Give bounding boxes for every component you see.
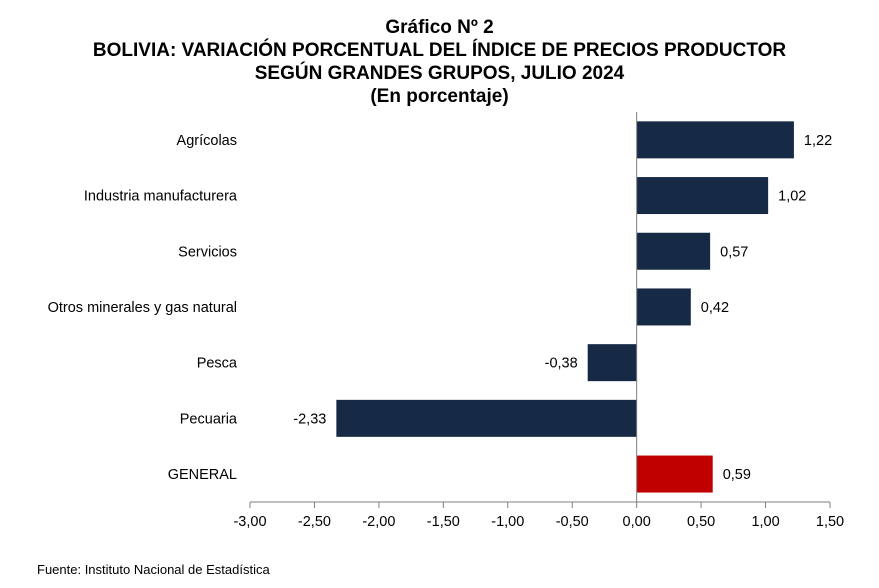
bar-1	[636, 177, 769, 215]
bar-2	[636, 232, 711, 270]
data-label-0: 1,22	[804, 133, 832, 149]
data-label-6: 0,59	[723, 467, 751, 483]
category-label-1: Industria manufacturera	[84, 189, 238, 205]
data-label-1: 1,02	[778, 189, 806, 205]
x-tick-label-5: -0,50	[556, 514, 589, 530]
chart-title: Gráfico Nº 2	[385, 17, 494, 38]
category-label-3: Otros minerales y gas natural	[48, 300, 237, 316]
bar-6	[636, 455, 713, 493]
bar-0	[636, 121, 794, 159]
x-tick-label-2: -2,00	[362, 514, 395, 530]
title-block: Gráfico Nº 2 BOLIVIA: VARIACIÓN PORCENTU…	[0, 16, 879, 108]
category-label-2: Servicios	[178, 244, 237, 260]
bar-4	[587, 344, 637, 382]
x-tick-label-8: 1,00	[751, 514, 779, 530]
category-label-4: Pesca	[197, 356, 238, 372]
x-tick-label-0: -3,00	[233, 514, 266, 530]
x-tick-label-1: -2,50	[298, 514, 331, 530]
x-tick-label-4: -1,00	[491, 514, 524, 530]
x-tick-label-7: 0,50	[687, 514, 715, 530]
category-label-0: Agrícolas	[177, 133, 237, 149]
data-label-2: 0,57	[720, 244, 748, 260]
chart-subtitle-2: SEGÚN GRANDES GRUPOS, JULIO 2024	[254, 63, 625, 84]
x-tick-label-6: 0,00	[623, 514, 651, 530]
x-tick-label-3: -1,50	[427, 514, 460, 530]
category-label-6: GENERAL	[168, 467, 237, 483]
x-tick-label-9: 1,50	[816, 514, 844, 530]
data-label-5: -2,33	[293, 411, 326, 427]
data-label-4: -0,38	[545, 356, 578, 372]
data-label-3: 0,42	[701, 300, 729, 316]
category-label-5: Pecuaria	[180, 411, 238, 427]
source-note: Fuente: Instituto Nacional de Estadístic…	[37, 562, 270, 577]
chart-subtitle-3: (En porcentaje)	[370, 86, 509, 107]
chart-subtitle-1: BOLIVIA: VARIACIÓN PORCENTUAL DEL ÍNDICE…	[92, 40, 787, 61]
bar-3	[636, 288, 691, 326]
bar-5	[336, 399, 637, 437]
